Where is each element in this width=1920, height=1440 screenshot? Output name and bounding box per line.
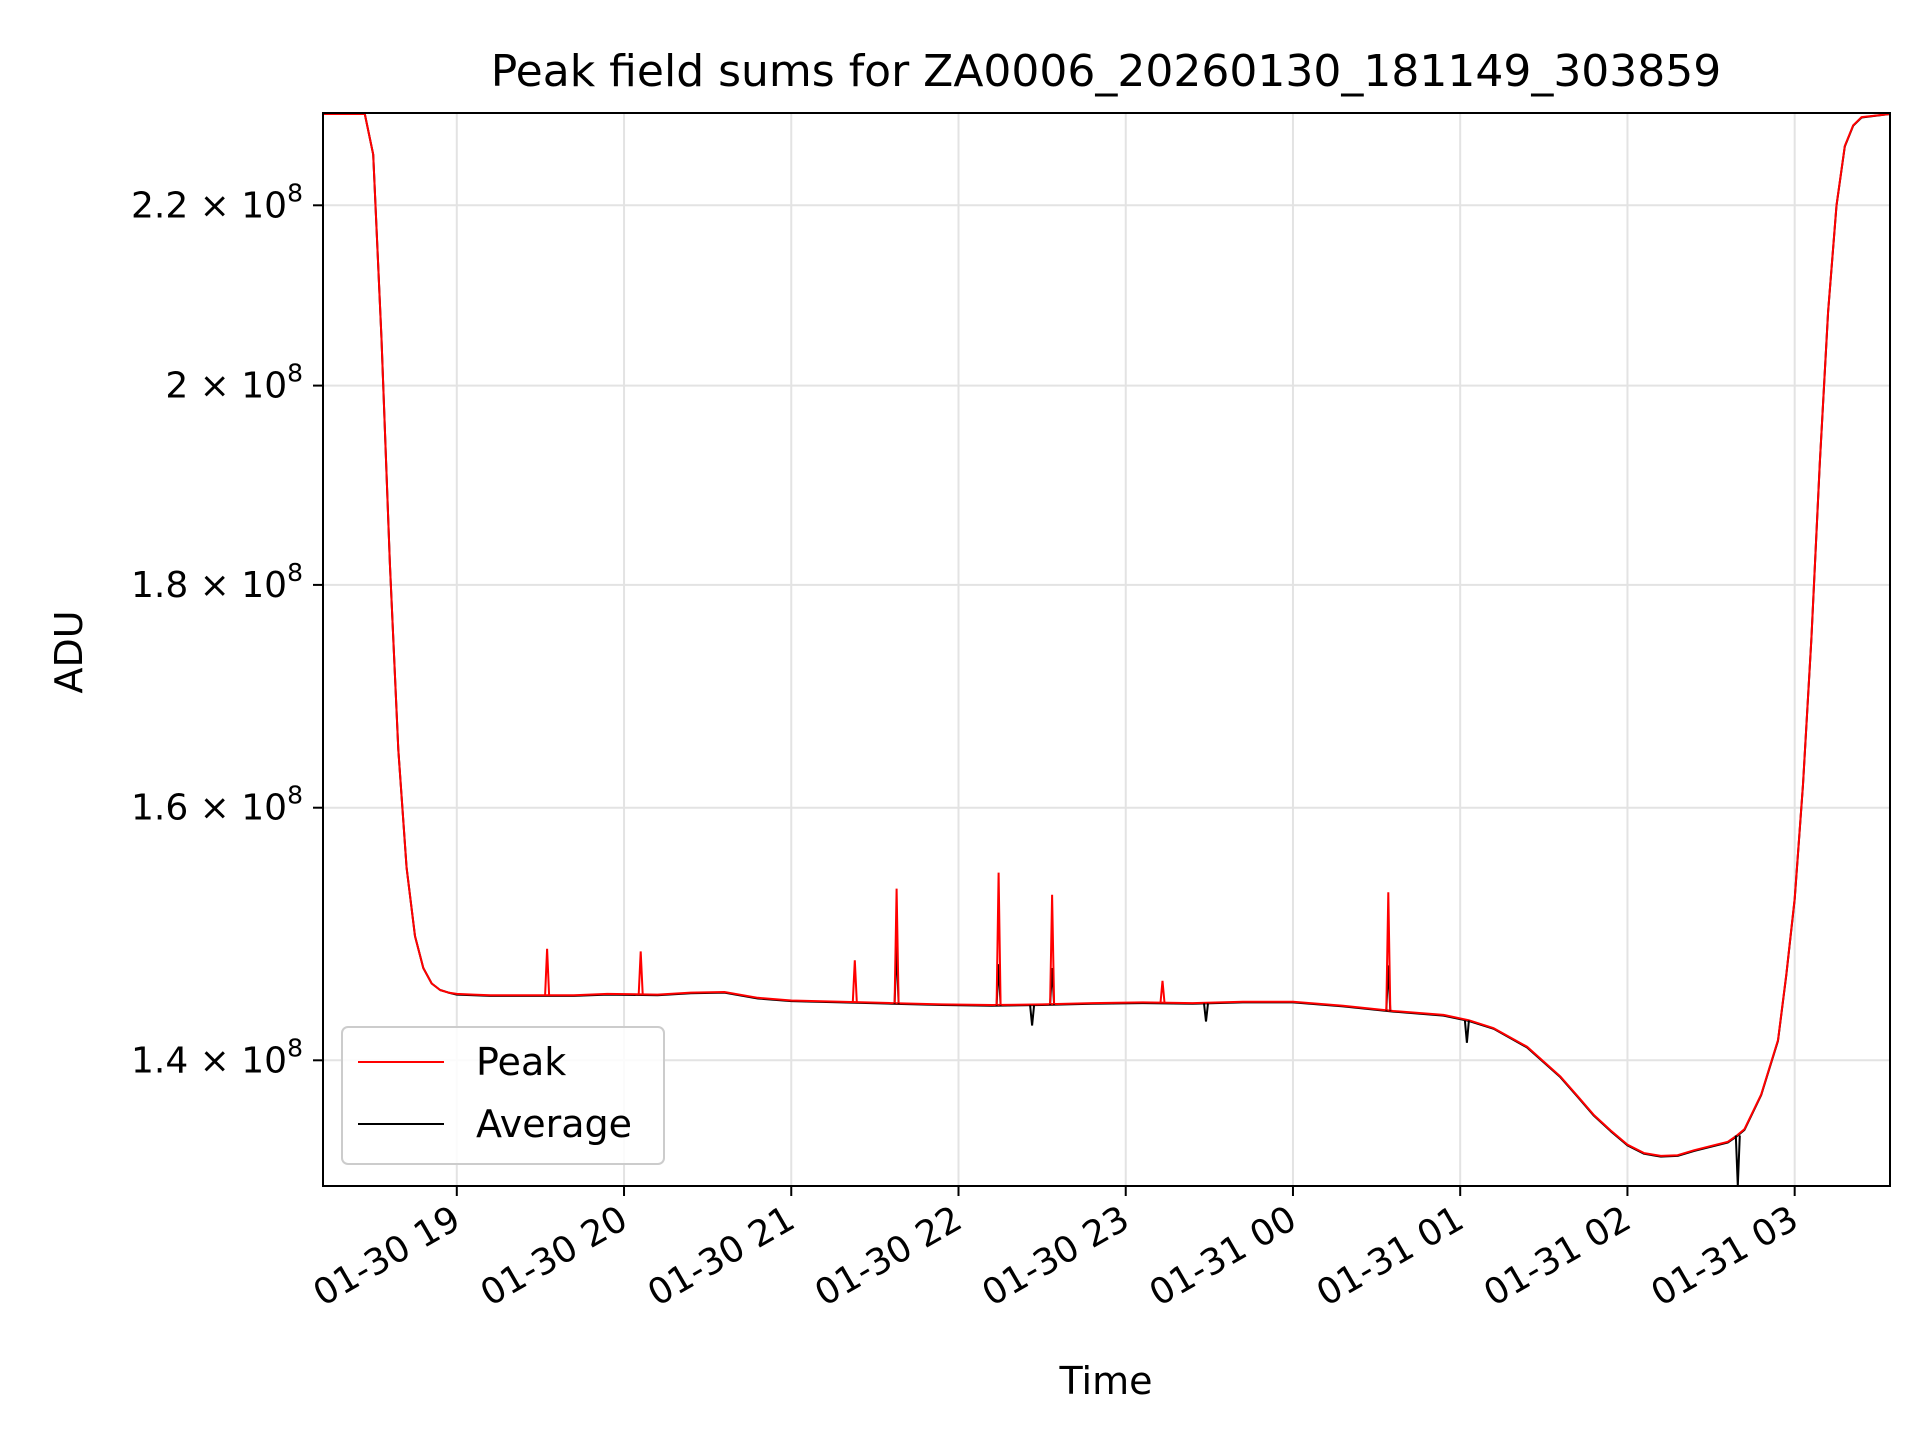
legend-label-average: Average xyxy=(476,1102,632,1146)
legend-label-peak: Peak xyxy=(476,1040,566,1084)
spike-peak xyxy=(851,960,858,1003)
grid xyxy=(323,113,1890,1186)
spike-peak xyxy=(1159,980,1166,1003)
spike-average xyxy=(1463,1020,1470,1043)
spike-average xyxy=(1029,1005,1036,1026)
spike-peak xyxy=(637,951,644,995)
series-line-peak xyxy=(323,113,1891,1157)
spike-peak xyxy=(1385,892,1392,1011)
y-tick-label: 2 × 108 xyxy=(165,359,303,407)
plot-frame xyxy=(322,112,1891,1187)
y-axis-label: ADU xyxy=(47,610,91,693)
y-tick-label: 1.8 × 108 xyxy=(131,558,303,606)
y-tick-label: 2.2 × 108 xyxy=(131,178,303,226)
spike-peak xyxy=(1049,894,1056,1005)
spike-peak xyxy=(544,948,551,996)
y-tick-label: 1.4 × 108 xyxy=(131,1033,303,1081)
x-axis-label: Time xyxy=(1059,1359,1153,1403)
spike-average xyxy=(1203,1003,1209,1022)
y-tick-label: 1.6 × 108 xyxy=(131,781,303,829)
plot-series xyxy=(323,113,1891,1187)
spike-peak xyxy=(995,872,1002,1006)
legend: Peak Average xyxy=(341,1026,665,1165)
chart-title: Peak field sums for ZA0006_20260130_1811… xyxy=(491,46,1722,97)
spike-peak xyxy=(893,888,900,1004)
